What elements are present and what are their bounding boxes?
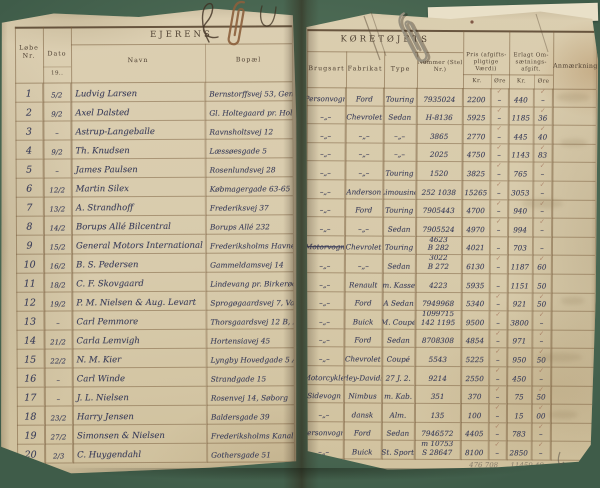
page-edge-shading [298,0,600,488]
page-edge-shading [0,0,299,481]
book-drop-shadow [4,468,596,484]
ledger-right-page: KØRETØJETS Brugsart Fabrikat Type Nummer… [298,0,600,488]
ledger-left-page: EJERENS Løbe Nr. Dato 19.. Navn Bopæl 1 … [0,0,299,481]
book-gutter-shadow [283,0,319,488]
